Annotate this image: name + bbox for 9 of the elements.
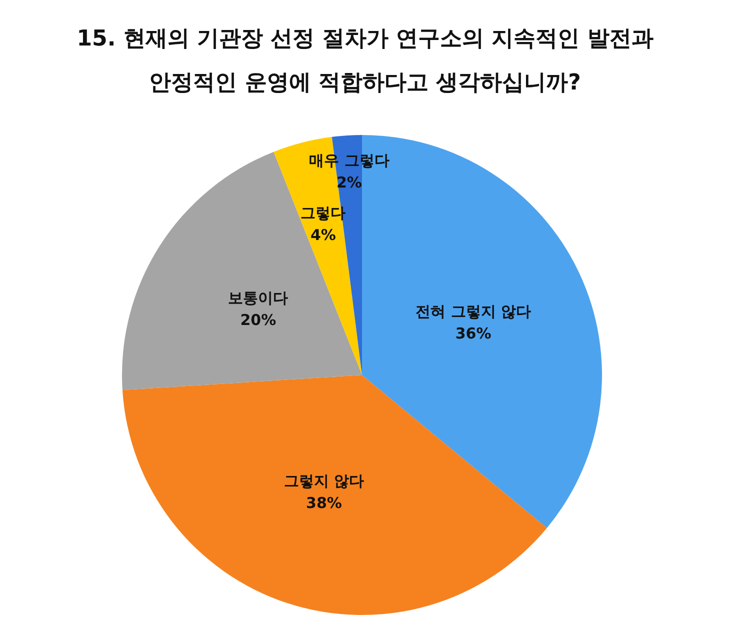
data-label: 4% xyxy=(310,226,336,244)
data-label: 36% xyxy=(455,324,492,343)
data-label: 20% xyxy=(240,311,276,330)
chart-title: 15. 현재의 기관장 선정 절차가 연구소의 지속적인 발전과 안정적인 운영에 적합하다고 생각하십니까? xyxy=(76,26,654,96)
slice-label: 전혀 그렇지 않다 xyxy=(416,302,532,321)
data-label: 38% xyxy=(306,494,342,512)
data-label: 2% xyxy=(336,173,362,192)
slice-label: 그렇지 않다 xyxy=(284,472,364,490)
slice-label: 보통이다 xyxy=(228,289,288,308)
